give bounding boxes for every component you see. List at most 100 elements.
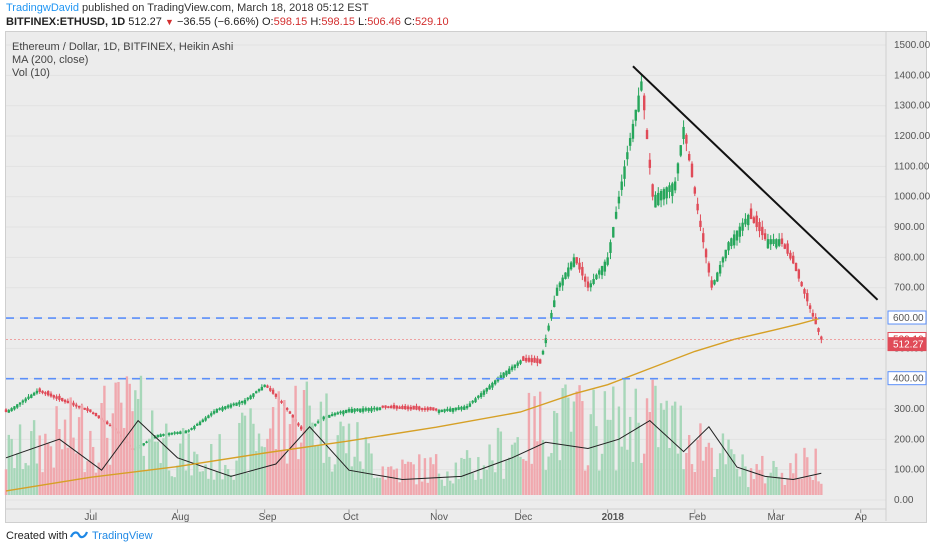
tradingview-brand-link[interactable]: TradingView <box>92 530 153 542</box>
volume-bar <box>468 457 472 495</box>
volume-bar <box>721 433 725 495</box>
candle-body <box>628 138 632 146</box>
candle-body <box>243 399 247 404</box>
volume-bar <box>347 423 351 495</box>
candle-body <box>536 358 539 364</box>
volume-bar <box>4 469 8 495</box>
candle-body <box>510 366 514 370</box>
volume-bar <box>344 453 348 495</box>
volume-bar <box>707 442 711 495</box>
volume-bar <box>44 433 47 495</box>
volume-bar <box>384 479 387 495</box>
volume-bar <box>437 473 441 495</box>
close-value: 529.10 <box>414 16 449 28</box>
candle-body <box>676 163 680 174</box>
volume-bar <box>783 484 786 495</box>
candle-body <box>91 412 95 415</box>
candle-body <box>665 187 668 199</box>
candle-body <box>766 239 770 249</box>
candle-body <box>547 325 550 331</box>
candle-body <box>336 412 339 415</box>
candle-body <box>263 384 266 388</box>
candle-body <box>685 134 688 144</box>
volume-bar <box>777 476 781 495</box>
volume-bar <box>710 447 713 495</box>
high-label: H: <box>310 16 322 28</box>
candle-body <box>800 282 803 287</box>
candle-body <box>184 430 188 434</box>
candle-body <box>679 145 682 156</box>
volume-bar <box>732 454 736 495</box>
candle-body <box>603 261 607 272</box>
volume-bar <box>465 450 469 495</box>
volume-bar <box>297 459 300 495</box>
trendline <box>632 65 879 301</box>
price-badge-label: 400.00 <box>893 374 924 385</box>
volume-bar <box>24 463 27 495</box>
volume-bar <box>215 471 219 495</box>
volume-bar <box>316 445 320 495</box>
candle-body <box>229 404 233 408</box>
candle-body <box>285 408 289 410</box>
candle-body <box>474 398 477 403</box>
volume-bar <box>538 391 542 495</box>
volume-bar <box>361 468 365 495</box>
chart-header: TradingwDavid published on TradingView.c… <box>0 0 932 30</box>
volume-bar <box>162 438 165 495</box>
candle-body <box>153 436 157 439</box>
candle-body <box>769 239 772 245</box>
volume-bar <box>808 476 812 495</box>
volume-bar <box>314 445 317 495</box>
volume-bar <box>148 438 151 495</box>
candle-body <box>201 419 205 423</box>
volume-bar <box>100 402 103 495</box>
volume-bar <box>412 464 415 495</box>
author-link[interactable]: TradingwDavid <box>6 2 79 14</box>
volume-bar <box>519 456 522 495</box>
volume-bar <box>128 383 131 495</box>
chart-area[interactable] <box>5 31 927 523</box>
candle-body <box>364 408 368 411</box>
volume-bar <box>156 441 160 495</box>
volume-bar <box>665 400 668 495</box>
candle-body <box>52 395 55 398</box>
candle-body <box>353 408 356 412</box>
volume-bar <box>328 456 331 495</box>
candle-body <box>586 281 590 288</box>
volume-bar <box>575 391 578 495</box>
volume-bar <box>592 389 595 495</box>
candle-body <box>648 159 652 168</box>
candle-body <box>668 185 671 193</box>
candle-body <box>626 152 629 160</box>
y-tick-label: 800.00 <box>894 252 925 263</box>
candle-body <box>176 431 179 434</box>
candle-body <box>314 423 317 426</box>
low-label: L: <box>358 16 368 28</box>
candle-body <box>13 406 16 410</box>
volume-bar <box>643 453 646 495</box>
volume-bar <box>336 435 339 495</box>
ohlc-summary: BITFINEX:ETHUSD, 1D 512.27 ▼ −36.55 (−6.… <box>6 16 449 28</box>
volume-bar <box>145 470 148 495</box>
candle-body <box>763 233 767 240</box>
volume-bar <box>749 468 753 495</box>
candle-body <box>322 416 325 420</box>
candle-body <box>541 350 545 355</box>
ma-200-line <box>5 317 822 492</box>
candle-body <box>328 414 331 418</box>
volume-ma-line <box>5 419 822 481</box>
candle-body <box>516 362 519 366</box>
candle-body <box>775 239 778 248</box>
volume-bar <box>311 422 314 495</box>
volume-bar <box>387 466 390 495</box>
volume-bar <box>356 422 359 495</box>
volume-bar <box>41 472 44 495</box>
volume-bar <box>637 422 640 495</box>
candle-body <box>406 406 410 410</box>
volume-bar <box>58 429 61 495</box>
candle-body <box>454 407 458 411</box>
volume-bar <box>27 465 30 495</box>
x-tick-label: Feb <box>689 512 707 523</box>
volume-bar <box>198 471 202 495</box>
